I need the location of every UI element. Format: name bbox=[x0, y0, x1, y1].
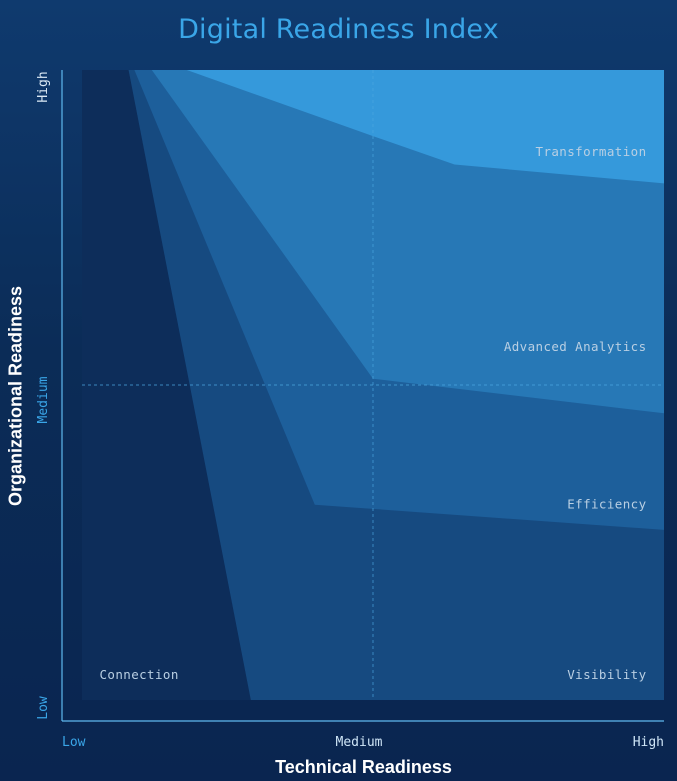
axes-layer bbox=[61, 70, 664, 722]
x-tick-label-low: Low bbox=[62, 735, 86, 750]
region-label-advanced-analytics: Advanced Analytics bbox=[504, 339, 647, 354]
y-tick-label-high: High bbox=[36, 71, 51, 102]
region-label-connection: Connection bbox=[100, 667, 179, 682]
region-transformation bbox=[186, 70, 665, 184]
x-axis-title: Technical Readiness bbox=[275, 757, 452, 777]
ticks-layer: Low Medium High Low Medium High bbox=[36, 71, 664, 750]
region-label-visibility: Visibility bbox=[567, 667, 646, 682]
x-tick-label-high: High bbox=[633, 735, 664, 750]
y-tick-label-medium: Medium bbox=[36, 376, 51, 423]
region-label-efficiency: Efficiency bbox=[567, 497, 646, 512]
region-labels-layer: Connection Visibility Efficiency Advanced A… bbox=[100, 144, 647, 682]
chart-title: Digital Readiness Index bbox=[178, 14, 499, 45]
y-tick-label-low: Low bbox=[36, 696, 51, 720]
grid-layer bbox=[82, 70, 664, 700]
y-axis-title: Organizational Readiness bbox=[5, 285, 26, 507]
x-tick-label-medium: Medium bbox=[336, 735, 383, 750]
region-label-transformation: Transformation bbox=[536, 144, 647, 159]
